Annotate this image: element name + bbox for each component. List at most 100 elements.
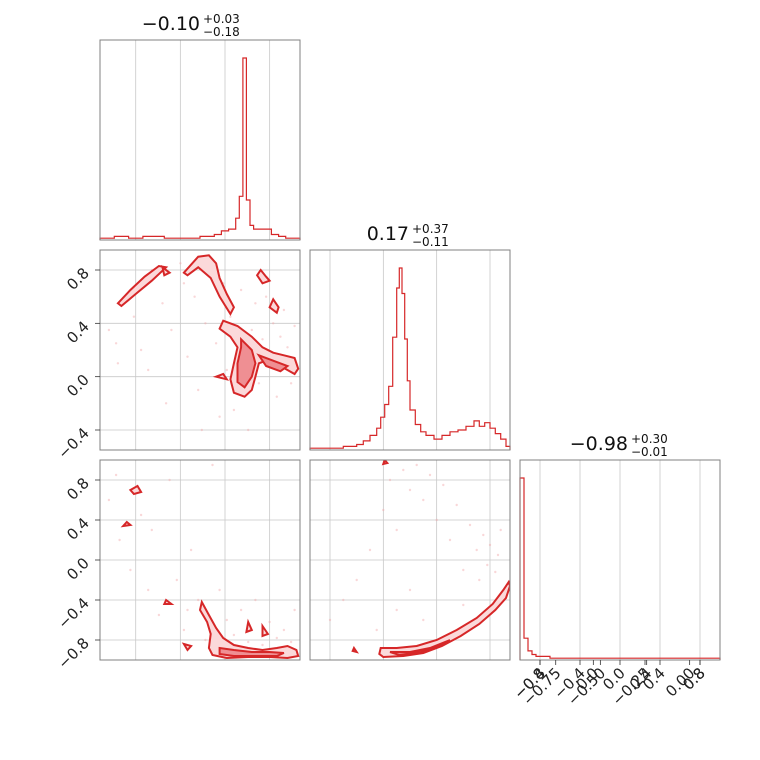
pair-1-0-sample-32: [279, 335, 282, 338]
pair-2-1-sample-30: [462, 603, 465, 607]
pair-2-0-contour-outer-5: [120, 520, 133, 528]
pair-1-0-sample-40: [200, 428, 203, 432]
pair-2-1-sample-31: [395, 528, 398, 532]
pair-1-0-sample-37: [147, 368, 150, 372]
ytick-label-1-1: 0.0: [63, 371, 93, 401]
pair-2-1-sample-16: [455, 503, 458, 507]
pair-1-0-sample-9: [186, 355, 189, 358]
pair-1-0-sample-25: [254, 302, 257, 305]
pair-1-0-contour-outer-3: [255, 268, 272, 285]
pair-2-0-sample-13: [218, 588, 221, 592]
ytick-label-2-0: −0.8: [54, 634, 92, 672]
pair-2-1-group: [309, 459, 511, 661]
panels-layer: −0.75 −0.50 −0.25 0.00−0.4 0.0 0.4 0.8−0.8 −0.4…: [54, 39, 721, 709]
pair-2-0-sample-22: [282, 628, 286, 632]
pair-2-0-sample-23: [289, 640, 293, 644]
pair-2-0-content: [107, 463, 300, 660]
pair-2-1-sample-1: [342, 598, 345, 602]
pair-1-0-sample-28: [264, 295, 268, 298]
pair-2-0-contour-outer-6: [162, 598, 175, 605]
pair-1-0-sample-15: [218, 415, 221, 418]
pair-1-0-sample-30: [272, 322, 275, 325]
diag-1-group: [309, 249, 511, 451]
pair-1-0-sample-27: [261, 338, 264, 341]
pair-2-0-sample-2: [129, 568, 132, 572]
diag-0-group: [99, 39, 301, 241]
pair-1-0-sample-18: [229, 315, 232, 318]
pair-1-0-contour-inner-1: [256, 353, 290, 373]
pair-2-0-sample-18: [254, 598, 257, 602]
pair-1-0-sample-41: [116, 362, 120, 365]
pair-2-0-sample-0: [107, 498, 111, 502]
pair-1-0-sample-38: [164, 402, 168, 405]
pair-2-1-sample-19: [475, 548, 478, 552]
ytick-label-2-1: −0.4: [54, 594, 92, 632]
title-1-sup: +0.37: [412, 222, 449, 236]
title-0-sub: −0.18: [203, 25, 240, 39]
diag-2-group: [519, 459, 721, 661]
diag-1-frame: [309, 249, 511, 451]
pair-2-0-sample-4: [147, 588, 150, 592]
diag-2-histogram-step: [519, 477, 721, 660]
title-1-main: 0.17: [367, 223, 409, 245]
pair-2-1-sample-9: [408, 488, 412, 492]
pair-1-0-sample-10: [193, 295, 196, 298]
pair-1-0-content: [107, 254, 300, 432]
pair-2-0-sample-14: [225, 618, 228, 622]
pair-2-1-sample-21: [482, 533, 485, 537]
pair-2-0-group: [99, 459, 301, 661]
ytick-label-2-3: 0.4: [63, 514, 93, 544]
pair-1-0-sample-35: [289, 382, 293, 385]
pair-2-1-sample-26: [499, 528, 502, 532]
pair-2-0-sample-19: [261, 643, 264, 647]
pair-1-0-sample-7: [170, 328, 173, 332]
pair-2-0-sample-5: [157, 613, 161, 617]
diag-0-histogram-step: [99, 57, 301, 240]
pair-2-0-sample-11: [204, 638, 207, 642]
title-2-sub: −0.01: [631, 445, 668, 459]
pair-1-0-sample-14: [214, 342, 218, 345]
ytick-label-2-2: 0.0: [63, 554, 93, 584]
pair-2-0-sample-24: [293, 608, 296, 612]
pair-1-0-sample-4: [139, 348, 143, 352]
pair-2-1-sample-12: [428, 473, 432, 477]
pair-2-0-contour-outer-2: [128, 484, 143, 496]
pair-1-0-sample-34: [286, 346, 289, 349]
pair-2-1-sample-22: [486, 563, 489, 567]
pair-1-0-contour-inner-0: [236, 336, 257, 389]
pair-2-1-contour-outer-1: [381, 460, 390, 466]
title-0-main: −0.10: [142, 13, 200, 35]
pair-2-0-sample-16: [239, 608, 243, 612]
pair-2-1-sample-17: [462, 568, 465, 572]
pair-2-1-sample-3: [368, 548, 372, 552]
pair-1-0-sample-33: [282, 308, 286, 312]
pair-2-0-sample-17: [247, 640, 250, 644]
title-1: 0.17: [367, 223, 409, 245]
pair-1-0-sample-31: [275, 395, 278, 398]
pair-1-0-contour-outer-2: [218, 319, 300, 398]
pair-1-0-sample-11: [197, 388, 200, 392]
pair-2-1-sample-13: [435, 518, 438, 522]
pair-2-0-contour-outer-3: [245, 618, 254, 634]
pair-2-0-sample-26: [150, 528, 153, 532]
pair-2-1-sample-11: [422, 498, 425, 502]
title-2: −0.98: [570, 433, 628, 455]
pair-2-1-contour-outer-2: [351, 645, 359, 654]
pair-2-0-sample-15: [232, 633, 236, 637]
ytick-label-1-2: 0.4: [63, 317, 93, 347]
pair-2-1-sample-2: [355, 578, 358, 582]
pair-1-0-sample-1: [114, 342, 118, 345]
pair-1-0-sample-19: [232, 408, 236, 412]
pair-2-0-contour-outer-1: [181, 642, 193, 652]
pair-2-1-sample-14: [442, 483, 445, 487]
pair-1-0-contour-outer-4: [268, 297, 280, 315]
pair-2-0-sample-9: [189, 548, 193, 552]
pair-2-1-sample-15: [448, 538, 452, 542]
pair-1-0-contour-outer-5: [212, 372, 230, 381]
pair-2-1-sample-23: [488, 543, 492, 547]
pair-2-1-sample-4: [375, 628, 378, 632]
pair-1-0-contour-outer-1: [182, 254, 236, 317]
title-2-sup: +0.30: [631, 432, 668, 446]
pair-2-0-sample-7: [175, 578, 178, 582]
